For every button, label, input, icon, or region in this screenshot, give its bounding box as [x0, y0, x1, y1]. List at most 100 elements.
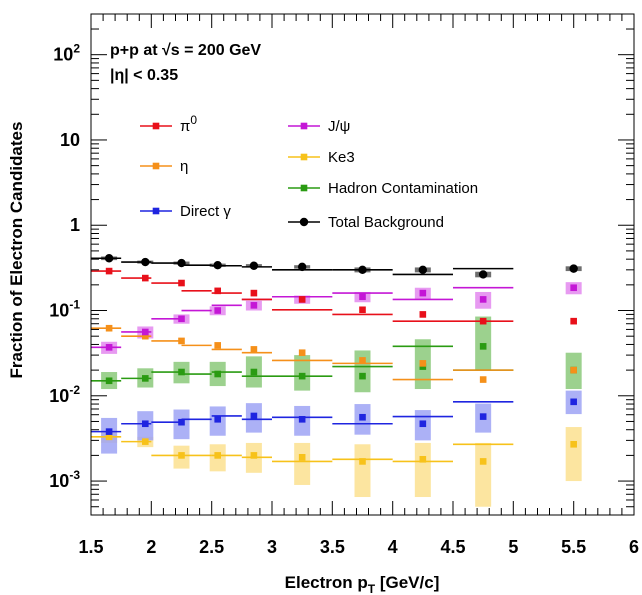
direct-gamma-point-4 [250, 412, 258, 420]
y-tick-label: 10-3 [49, 468, 80, 491]
hadron-contamination-point-4 [250, 368, 258, 376]
hadron-contamination-point-2 [178, 368, 185, 376]
j-psi-point-0 [105, 344, 113, 351]
x-axis-label: Electron pT [GeV/c] [285, 573, 440, 595]
direct-gamma-point-1 [142, 420, 149, 428]
legend-marker-ke3 [300, 153, 308, 161]
eta-point-9 [570, 366, 577, 374]
legend-marker-total-background [299, 217, 309, 227]
pi0-point-2 [178, 279, 185, 287]
y-tick-label: 102 [53, 42, 80, 65]
legend: Total Background π0 J/ψ η Hadron Contaminati… [140, 113, 478, 231]
j-psi-point-7 [419, 289, 427, 297]
direct-gamma-point-0 [105, 428, 113, 435]
j-psi-point-9 [570, 284, 577, 292]
eta-point-5 [298, 349, 306, 357]
total-background-point-5 [297, 262, 307, 272]
series-lines [91, 257, 514, 463]
x-axis-label-unit: [GeV/c] [375, 573, 439, 592]
annotation-line-1: p+p at √s = 200 GeV [110, 42, 261, 59]
x-axis-label-main: Electron p [285, 573, 368, 592]
eta-point-2 [178, 337, 185, 345]
legend-label-eta: η [180, 158, 188, 175]
legend-label-pi0: π0 [180, 113, 197, 135]
x-tick-label: 3 [267, 537, 277, 557]
x-tick-label: 4 [388, 537, 398, 557]
y-axis-label: Fraction of Electron Candidates [7, 122, 26, 379]
x-tick-label: 3.5 [320, 537, 345, 557]
legend-marker-hadron-contamination [300, 184, 308, 192]
x-tick-labels: 1.5 2 2.5 3 3.5 4 4.5 5 5.5 6 [78, 537, 639, 557]
ke3-point-3 [214, 452, 221, 459]
hadron-contamination-point-0 [105, 377, 113, 385]
total-background-point-7 [418, 265, 428, 275]
x-tick-label: 1.5 [78, 537, 103, 557]
hadron-contamination-point-5 [298, 372, 306, 380]
ke3-point-0 [105, 433, 113, 441]
x-tick-label: 5.5 [561, 537, 586, 557]
hadron-contamination-point-3 [214, 370, 221, 378]
x-axis-label-sub: T [368, 582, 376, 595]
ke3-point-8 [479, 458, 487, 465]
ke3-band-8 [475, 442, 492, 507]
eta-point-6 [359, 357, 366, 364]
j-psi-point-3 [214, 307, 221, 314]
legend-label-total-background: Total Background [328, 214, 444, 231]
ke3-point-9 [570, 440, 577, 448]
x-tick-label: 2 [146, 537, 156, 557]
ke3-point-5 [298, 453, 306, 461]
hadron-contamination-band-6 [354, 350, 371, 393]
eta-point-3 [214, 342, 221, 349]
x-tick-label: 5 [508, 537, 518, 557]
direct-gamma-point-5 [298, 416, 306, 423]
x-tick-label: 4.5 [440, 537, 465, 557]
j-psi-point-2 [178, 315, 185, 323]
pi0-point-4 [250, 289, 258, 297]
legend-marker-direct-gamma [152, 207, 160, 215]
pi0-point-0 [105, 267, 113, 275]
total-background-point-1 [141, 257, 150, 267]
plot-frame [90, 13, 635, 516]
eta-point-8 [479, 376, 487, 383]
total-background-point-8 [478, 270, 488, 279]
j-psi-point-4 [250, 302, 258, 309]
legend-label-direct-gamma: Direct γ [180, 203, 231, 220]
pi0-point-6 [359, 306, 366, 314]
total-background-point-2 [177, 258, 186, 268]
series-markers [104, 254, 578, 465]
ke3-point-7 [419, 455, 427, 463]
ke3-point-4 [250, 452, 258, 459]
legend-marker-j-psi [300, 122, 308, 130]
ke3-band-9 [565, 427, 582, 482]
direct-gamma-point-2 [178, 418, 185, 426]
y-tick-label: 1 [70, 215, 80, 235]
annotation-line-2: |η| < 0.35 [110, 67, 178, 84]
ke3-band-5 [294, 442, 311, 485]
pi0-point-7 [419, 311, 427, 318]
ke3-band-6 [354, 444, 371, 498]
pi0-point-9 [570, 317, 577, 325]
ke3-band-7 [414, 442, 431, 498]
j-psi-point-8 [479, 296, 487, 303]
total-background-point-3 [213, 260, 222, 270]
eta-point-7 [419, 360, 427, 367]
legend-marker-pi0 [152, 122, 160, 130]
y-tick-label: 10 [60, 130, 80, 150]
systematic-bands [101, 256, 582, 507]
ke3-point-1 [142, 438, 149, 445]
total-background-point-4 [249, 261, 259, 270]
legend-label-hadron-contamination: Hadron Contamination [328, 180, 478, 197]
total-background-point-0 [104, 254, 114, 263]
j-psi-point-6 [359, 293, 366, 301]
direct-gamma-point-6 [359, 413, 366, 421]
legend-label-j-psi: J/ψ [328, 118, 350, 135]
hadron-contamination-point-1 [142, 375, 149, 382]
y-tick-label: 10-1 [49, 298, 80, 321]
direct-gamma-point-7 [419, 420, 427, 428]
y-tick-labels: 10-3 10-2 10-1 1 10 102 [49, 42, 80, 491]
pi0-point-5 [298, 296, 306, 303]
j-psi-point-1 [142, 328, 149, 336]
pi0-point-1 [142, 274, 149, 282]
axis-ticks [90, 13, 635, 516]
